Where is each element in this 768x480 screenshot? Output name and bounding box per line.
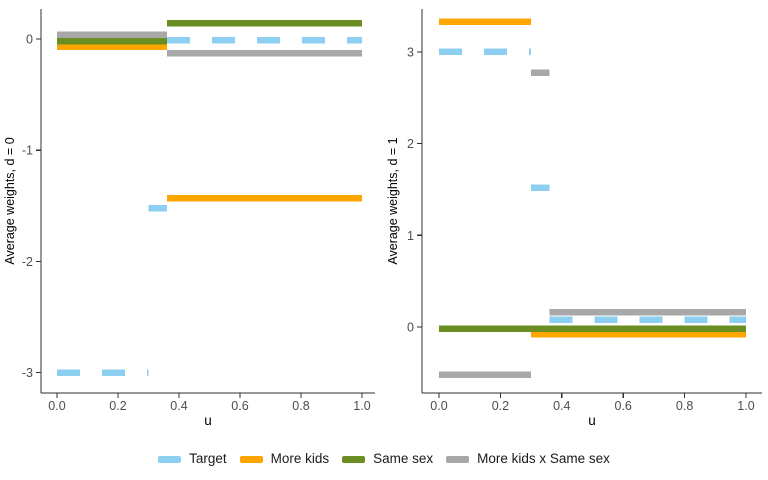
legend-label-same-sex: Same sex	[373, 451, 434, 467]
legend-label-more-kids-x-same-sex: More kids x Same sex	[477, 451, 610, 467]
legend-swatch-more-kids-x-same-sex	[446, 455, 470, 463]
x-tick-label: 1.0	[737, 399, 754, 413]
y-tick-label: 0	[26, 33, 33, 47]
legend-item-more-kids: More kids	[239, 451, 330, 467]
charts-svg: 0 -1 -2 -3 0.0 0.2 0.4 0.6 0.8 1.0 u Average weight…	[3, 9, 762, 428]
legend-item-target: Target	[158, 452, 227, 466]
y-tick-label: 0	[407, 321, 414, 335]
legend-label-target: Target	[189, 451, 227, 467]
y-tick-label: -2	[22, 255, 33, 269]
x-tick-label: 0.2	[492, 399, 509, 413]
chart-panel-0: 0 -1 -2 -3 0.0 0.2 0.4 0.6 0.8 1.0 u Average weight…	[3, 9, 375, 428]
y-tick-label: -1	[22, 144, 33, 158]
y-tick-label: -3	[22, 366, 33, 380]
y-tick-label: 1	[407, 229, 414, 243]
y-axis-title: Average weights, d = 1	[386, 137, 400, 264]
x-tick-label: 0.4	[553, 399, 570, 413]
x-tick-label: 0.6	[615, 399, 632, 413]
x-tick-label: 0.6	[231, 399, 248, 413]
x-tick-label: 0.8	[292, 399, 309, 413]
y-axis-title: Average weights, d = 0	[3, 137, 17, 264]
x-axis-title: u	[588, 413, 596, 428]
x-tick-label: 0.2	[109, 399, 126, 413]
legend-item-same-sex: Same sex	[342, 452, 433, 466]
chart-legend: Target More kids Same sex More kids x Same …	[0, 447, 768, 471]
x-tick-label: 0.0	[430, 399, 447, 413]
legend-swatch-same-sex	[342, 455, 366, 463]
x-tick-label: 0.8	[676, 399, 693, 413]
x-axis-title: u	[204, 413, 212, 428]
x-tick-label: 1.0	[353, 399, 370, 413]
chart-panel-1: 3 2 1 0 0.0 0.2 0.4 0.6 0.8 1.0 u Average weights, …	[386, 9, 762, 428]
y-tick-label: 3	[407, 45, 414, 59]
x-tick-label: 0.0	[48, 399, 65, 413]
legend-swatch-more-kids	[239, 455, 263, 463]
x-tick-label: 0.4	[170, 399, 187, 413]
y-tick-label: 2	[407, 137, 414, 151]
legend-swatch-target	[158, 455, 182, 463]
legend-item-more-kids-x-same-sex: More kids x Same sex	[446, 452, 610, 466]
legend-label-more-kids: More kids	[270, 451, 330, 467]
